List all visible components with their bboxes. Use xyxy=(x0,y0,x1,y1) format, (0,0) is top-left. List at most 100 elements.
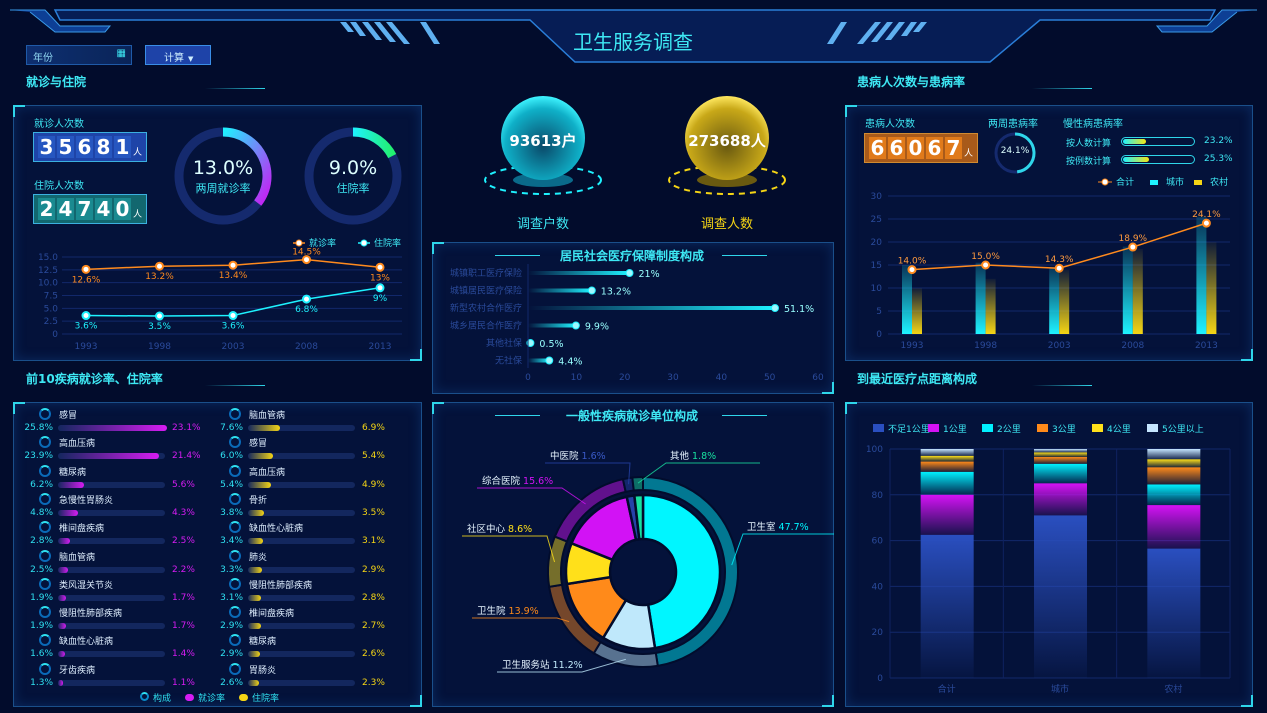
inpatient-disease-row: 糖尿病 2.9% 2.6% xyxy=(215,634,405,662)
ring-icon xyxy=(229,577,241,590)
gauge-visit-rate-label: 两周就诊率 xyxy=(195,182,251,195)
legend-swatch xyxy=(1092,424,1103,432)
year-input[interactable]: 年份 ▦ xyxy=(26,45,132,65)
bar-city xyxy=(1049,267,1060,334)
rate-bar xyxy=(58,538,165,545)
rate-value: 1.7% xyxy=(172,592,195,603)
digit: 0 xyxy=(907,136,924,160)
data-label: 14.5% xyxy=(292,248,321,258)
patient-count-label: 患病人次数 xyxy=(865,119,915,130)
x-tick-label: 2003 xyxy=(1048,341,1071,351)
data-point xyxy=(1054,263,1064,273)
data-point xyxy=(1128,242,1138,252)
calendar-icon[interactable]: ▦ xyxy=(116,48,126,59)
two-week-rate-label: 两周患病率 xyxy=(988,119,1038,130)
rate-value: 23.1% xyxy=(172,423,201,433)
ring-icon xyxy=(39,464,51,477)
patient-rate-chart: 0 5 10 15 20 25 30 1993 1998 2003 2008 2013 14.0% 15.… xyxy=(871,176,1230,351)
clinic-chart-title: 一般性疾病就诊单位构成 xyxy=(565,409,698,423)
stacked-bar-segment xyxy=(920,494,974,535)
legend-swatch xyxy=(1147,424,1158,432)
ring-icon xyxy=(39,549,51,562)
bar-end-dot xyxy=(526,339,535,347)
ring-icon xyxy=(229,606,241,619)
legend-label: 就诊率 xyxy=(309,237,336,249)
x-tick-label: 10 xyxy=(571,373,583,383)
calc-button[interactable]: 计算 ▼ xyxy=(145,45,211,65)
ring-icon xyxy=(140,692,149,701)
y-tick-label: 15.0 xyxy=(38,253,58,263)
people-value: 273688人 xyxy=(688,132,766,150)
ring-icon xyxy=(39,577,51,590)
ring-icon xyxy=(39,606,51,619)
bar-city xyxy=(1196,216,1207,334)
composition-value: 4.8% xyxy=(30,507,53,518)
digit: 6 xyxy=(76,135,93,159)
data-label: 14.3% xyxy=(1045,255,1074,265)
ring-icon xyxy=(229,662,241,675)
legend-label: 合计 xyxy=(1116,176,1134,188)
data-label: 3.5% xyxy=(148,322,171,332)
caret-down-icon: ▼ xyxy=(188,55,194,63)
bar-value-label: 13.2% xyxy=(601,287,631,298)
stacked-bar-segment xyxy=(1034,515,1087,678)
legend-composition: 构成 xyxy=(140,691,171,704)
data-point xyxy=(375,262,385,272)
disease-name: 椎间盘疾病 xyxy=(59,524,105,535)
rate-value: 2.8% xyxy=(362,592,385,603)
digit: 3 xyxy=(38,135,55,159)
chronic-progress-bar xyxy=(1121,155,1195,164)
two-week-rate-gauge xyxy=(994,132,1036,174)
y-tick-label: 30 xyxy=(871,192,883,202)
chronic-row-value: 23.2% xyxy=(1204,136,1233,146)
x-tick-label: 城市 xyxy=(1051,683,1069,695)
data-point xyxy=(1201,218,1211,228)
composition-value: 5.4% xyxy=(220,479,243,490)
stacked-bar-segment xyxy=(920,455,974,462)
rate-value: 3.1% xyxy=(362,536,385,547)
legend-label: 城市 xyxy=(1166,176,1184,188)
unit: 人 xyxy=(133,210,143,220)
ring-icon xyxy=(229,521,241,534)
bar-rural xyxy=(985,278,996,334)
x-tick-label: 2008 xyxy=(295,342,318,352)
digit: 0 xyxy=(114,197,131,221)
bar-value-label: 9.9% xyxy=(585,322,609,333)
survey-spheres xyxy=(484,96,786,195)
bar-city xyxy=(1122,246,1133,334)
rate-bar xyxy=(58,566,165,573)
legend-label: 2公里 xyxy=(997,424,1021,435)
data-label: 13.2% xyxy=(145,272,174,282)
bar-value-label: 0.5% xyxy=(539,339,563,350)
bar-rural xyxy=(1132,248,1143,334)
leader-line xyxy=(472,617,570,623)
y-tick-label: 10.0 xyxy=(38,279,58,289)
gauge-inpatient-rate-arc xyxy=(352,127,397,159)
x-tick-label: 50 xyxy=(764,373,776,383)
y-tick-label: 60 xyxy=(872,537,884,547)
chronic-rate-label: 慢性病患病率 xyxy=(1063,119,1123,130)
composition-value: 1.3% xyxy=(30,677,53,688)
stacked-bar-segment xyxy=(1147,484,1201,506)
category-label: 城乡居民合作医疗 xyxy=(450,320,522,332)
y-tick-label: 25 xyxy=(871,215,882,225)
x-tick-label: 2008 xyxy=(1121,341,1144,351)
leader-line xyxy=(637,462,760,484)
y-tick-label: 40 xyxy=(872,582,884,592)
category-label: 无社保 xyxy=(495,355,522,367)
gauge-visit-rate-arc xyxy=(222,127,272,206)
legend-label: 4公里 xyxy=(1107,424,1131,435)
rate-value: 2.3% xyxy=(362,677,385,688)
ring-icon xyxy=(39,634,51,647)
data-point xyxy=(302,294,311,304)
disease-name: 缺血性心脏病 xyxy=(59,637,114,648)
rate-bar xyxy=(248,453,355,460)
disease-name: 高血压病 xyxy=(249,467,286,478)
stacked-bar-segment xyxy=(920,461,974,472)
section-title-visits: 就诊与住院 xyxy=(26,75,87,89)
digit: 6 xyxy=(888,136,905,160)
year-input-placeholder: 年份 xyxy=(33,53,53,64)
y-tick-label: 100 xyxy=(866,445,883,455)
legend-swatch xyxy=(928,424,939,432)
